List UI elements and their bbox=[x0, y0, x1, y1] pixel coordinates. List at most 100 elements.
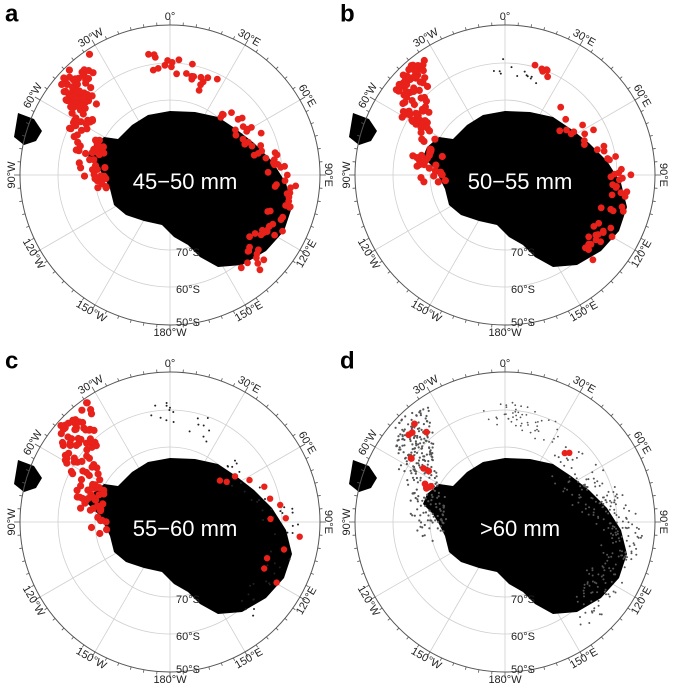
observation-dot bbox=[604, 588, 607, 591]
observation-dot bbox=[606, 559, 609, 562]
longitude-label: 60°E bbox=[631, 430, 653, 457]
longitude-label: 30°E bbox=[571, 27, 598, 49]
observation-dot bbox=[430, 465, 433, 469]
border-tick bbox=[292, 86, 296, 90]
observation-dot bbox=[521, 429, 524, 432]
observation-dot bbox=[614, 503, 617, 506]
observation-dot bbox=[80, 172, 89, 180]
observation-dot bbox=[97, 517, 105, 525]
observation-dot bbox=[403, 444, 406, 447]
observation-dot bbox=[582, 589, 585, 592]
border-tick bbox=[208, 666, 210, 670]
border-tick bbox=[426, 304, 431, 311]
observation-dot bbox=[602, 578, 605, 581]
observation-dot bbox=[596, 591, 599, 594]
observation-dot bbox=[422, 423, 425, 426]
observation-dot bbox=[429, 519, 432, 522]
observation-dot bbox=[423, 82, 432, 91]
border-tick bbox=[195, 669, 197, 673]
observation-dot bbox=[75, 87, 83, 95]
observation-dot bbox=[431, 135, 439, 143]
observation-dot bbox=[609, 522, 612, 525]
map-panel: 70°S60°S50°S0°30°E60°E90°E120°E150°E180°… bbox=[6, 358, 334, 686]
border-tick bbox=[465, 27, 467, 31]
border-tick bbox=[627, 260, 631, 264]
observation-dot bbox=[431, 431, 434, 434]
observation-dot bbox=[625, 539, 628, 542]
latitude-label: 70°S bbox=[511, 247, 535, 259]
observation-dot bbox=[428, 476, 431, 479]
observation-dot bbox=[620, 535, 623, 538]
border-tick bbox=[416, 396, 420, 400]
observation-dot bbox=[431, 521, 434, 524]
observation-dot bbox=[603, 590, 606, 593]
observation-dot bbox=[605, 510, 607, 513]
observation-dot bbox=[273, 151, 281, 159]
longitude-label: 90°E bbox=[322, 510, 334, 534]
observation-dot bbox=[420, 428, 423, 431]
observation-dot bbox=[612, 534, 614, 536]
observation-dot bbox=[292, 182, 300, 190]
border-tick bbox=[387, 618, 391, 621]
observation-dot bbox=[223, 478, 230, 485]
observation-dot bbox=[413, 514, 416, 517]
observation-dot bbox=[411, 476, 415, 479]
observation-dot bbox=[498, 70, 501, 73]
observation-dot bbox=[407, 483, 410, 486]
border-tick bbox=[610, 66, 614, 70]
observation-dot bbox=[66, 124, 74, 132]
south-america bbox=[14, 113, 42, 145]
observation-dot bbox=[270, 159, 277, 167]
observation-dot bbox=[397, 435, 400, 438]
observation-dot bbox=[283, 171, 291, 179]
observation-dot bbox=[600, 500, 603, 503]
longitude-label: 180°W bbox=[153, 674, 187, 686]
observation-dot bbox=[562, 115, 570, 123]
observation-dot bbox=[420, 465, 427, 472]
latitude-label: 70°S bbox=[176, 594, 200, 606]
observation-dot bbox=[63, 96, 71, 104]
observation-dot bbox=[79, 494, 87, 503]
longitude-label: 90°E bbox=[322, 163, 334, 187]
observation-dot bbox=[604, 155, 611, 162]
observation-dot bbox=[612, 541, 614, 544]
observation-dot bbox=[202, 435, 205, 438]
observation-dot bbox=[607, 173, 615, 181]
observation-dot bbox=[433, 476, 436, 480]
border-tick bbox=[255, 396, 259, 400]
border-tick bbox=[396, 413, 400, 417]
latitude-label: 60°S bbox=[511, 284, 535, 296]
observation-dot bbox=[424, 439, 427, 442]
longitude-label: 30°W bbox=[76, 26, 106, 50]
observation-dot bbox=[592, 514, 595, 516]
border-tick bbox=[81, 297, 85, 301]
observation-dot bbox=[602, 551, 605, 554]
observation-dot bbox=[437, 520, 440, 523]
observation-dot bbox=[439, 509, 442, 512]
border-tick bbox=[465, 319, 467, 323]
border-tick bbox=[426, 651, 431, 658]
observation-dot bbox=[512, 412, 514, 414]
observation-dot bbox=[543, 439, 545, 441]
border-tick bbox=[305, 109, 309, 112]
border-tick bbox=[26, 469, 30, 472]
observation-dot bbox=[617, 537, 620, 540]
observation-dot bbox=[431, 495, 434, 499]
observation-dot bbox=[526, 75, 529, 78]
border-tick bbox=[34, 443, 41, 448]
observation-dot bbox=[410, 425, 413, 428]
observation-dot bbox=[434, 519, 437, 522]
observation-dot bbox=[536, 428, 538, 431]
observation-dot bbox=[409, 512, 412, 515]
observation-dot bbox=[442, 510, 445, 513]
observation-dot bbox=[165, 402, 168, 404]
border-tick bbox=[452, 662, 455, 666]
observation-dot bbox=[416, 529, 419, 532]
border-tick bbox=[44, 86, 48, 90]
observation-dot bbox=[427, 460, 430, 463]
observation-dot bbox=[614, 531, 617, 534]
observation-dot bbox=[78, 457, 86, 465]
observation-dot bbox=[586, 581, 589, 584]
longitude-label: 90°W bbox=[341, 161, 353, 189]
border-tick bbox=[645, 469, 649, 472]
